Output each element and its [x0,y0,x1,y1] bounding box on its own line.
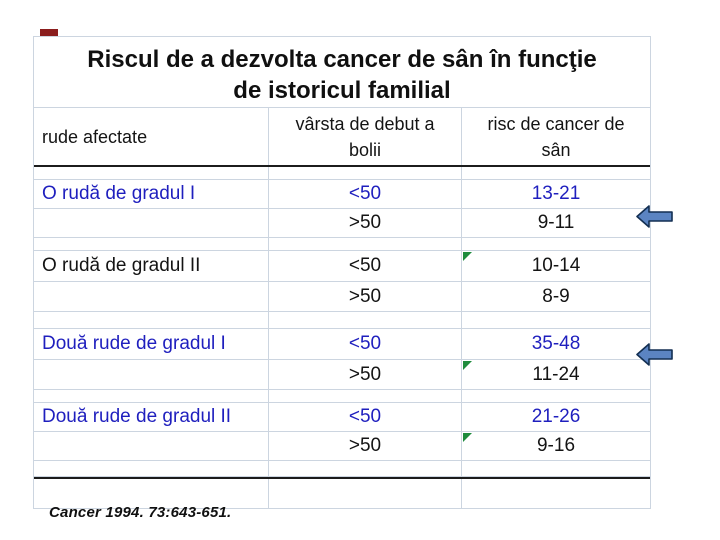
table-row: O rudă de gradul II <50 10-14 [34,251,650,282]
cell-relatives [34,209,269,237]
title-line-2: de istoricul familial [233,77,451,104]
spacer-row [34,461,650,477]
spacer-cell [269,461,462,476]
title-line-1: Riscul de a dezvolta cancer de sân în fu… [87,46,597,73]
spacer-cell [462,167,650,179]
header-relatives: rude afectate [34,108,269,165]
table-row: >50 9-16 [34,432,650,461]
cell-risk: 10-14 [462,251,650,281]
citation-text: Cancer 1994. 73:643-651. [49,504,232,521]
spacer-cell [269,312,462,328]
header-risk: risc de cancer de sân [462,108,650,165]
cell-relatives: O rudă de gradul II [34,251,269,281]
spacer-cell [462,390,650,402]
spacer-cell [462,461,650,476]
spacer-row [34,390,650,403]
spacer-cell [34,479,269,508]
cell-risk: 35-48 [531,333,581,354]
comment-marker-icon [463,361,472,370]
red-accent-bar [40,29,58,38]
cell-risk: 9-11 [537,212,575,233]
spacer-row [34,312,650,329]
spacer-cell [34,390,269,402]
risk-value: 10-14 [531,255,581,276]
left-arrow-icon [636,342,673,367]
table-row: >50 8-9 [34,282,650,312]
risk-value: 9-16 [536,435,576,456]
cell-relatives [34,360,269,389]
spacer-row [34,167,650,180]
spacer-cell [34,167,269,179]
page-title: Riscul de a dezvolta cancer de sân în fu… [34,37,650,108]
risk-table: Riscul de a dezvolta cancer de sân în fu… [33,36,651,509]
cell-risk: 9-16 [462,432,650,460]
cell-age: <50 [269,251,462,281]
spacer-cell [462,479,650,508]
cell-age: <50 [269,403,462,431]
cell-relatives: Două rude de gradul II [34,403,269,431]
spacer-cell [269,479,462,508]
cell-age: >50 [269,360,462,389]
header-age-label: vârsta de debut a bolii [295,113,435,160]
cell-risk: 21-26 [531,406,581,427]
spacer-cell [269,238,462,250]
cell-risk: 13-21 [531,183,581,204]
header-risk-label: risc de cancer de sân [487,113,625,160]
cell-relatives [34,432,269,460]
spacer-cell [462,238,650,250]
spacer-row [34,238,650,251]
cell-risk: 8-9 [542,285,570,307]
spacer-cell [34,461,269,476]
risk-value: 11-24 [532,363,580,385]
left-arrow-icon [636,204,673,229]
spacer-cell [462,312,650,328]
table-row: >50 11-24 [34,360,650,390]
spacer-cell [269,390,462,402]
cell-age: >50 [269,432,462,460]
table-row: >50 9-11 [34,209,650,238]
cell-relatives: Două rude de gradul I [34,329,269,359]
blank-footer-row [34,479,650,508]
table-row: Două rude de gradul II <50 21-26 [34,403,650,432]
table-header-row: rude afectate vârsta de debut a bolii ri… [34,108,650,167]
cell-age: >50 [269,209,462,237]
comment-marker-icon [463,252,472,261]
spacer-cell [269,167,462,179]
header-relatives-label: rude afectate [42,126,148,147]
spacer-cell [34,312,269,328]
header-age: vârsta de debut a bolii [269,108,462,165]
bottom-thick-divider [34,477,650,479]
comment-marker-icon [463,433,472,442]
cell-relatives: O rudă de gradul I [34,180,269,208]
table-row: Două rude de gradul I <50 35-48 [34,329,650,360]
spacer-cell [34,238,269,250]
cell-age: <50 [269,329,462,359]
cell-age: <50 [269,180,462,208]
cell-age: >50 [269,282,462,311]
table-row: O rudă de gradul I <50 13-21 [34,180,650,209]
cell-relatives [34,282,269,311]
cell-risk: 11-24 [462,360,650,389]
